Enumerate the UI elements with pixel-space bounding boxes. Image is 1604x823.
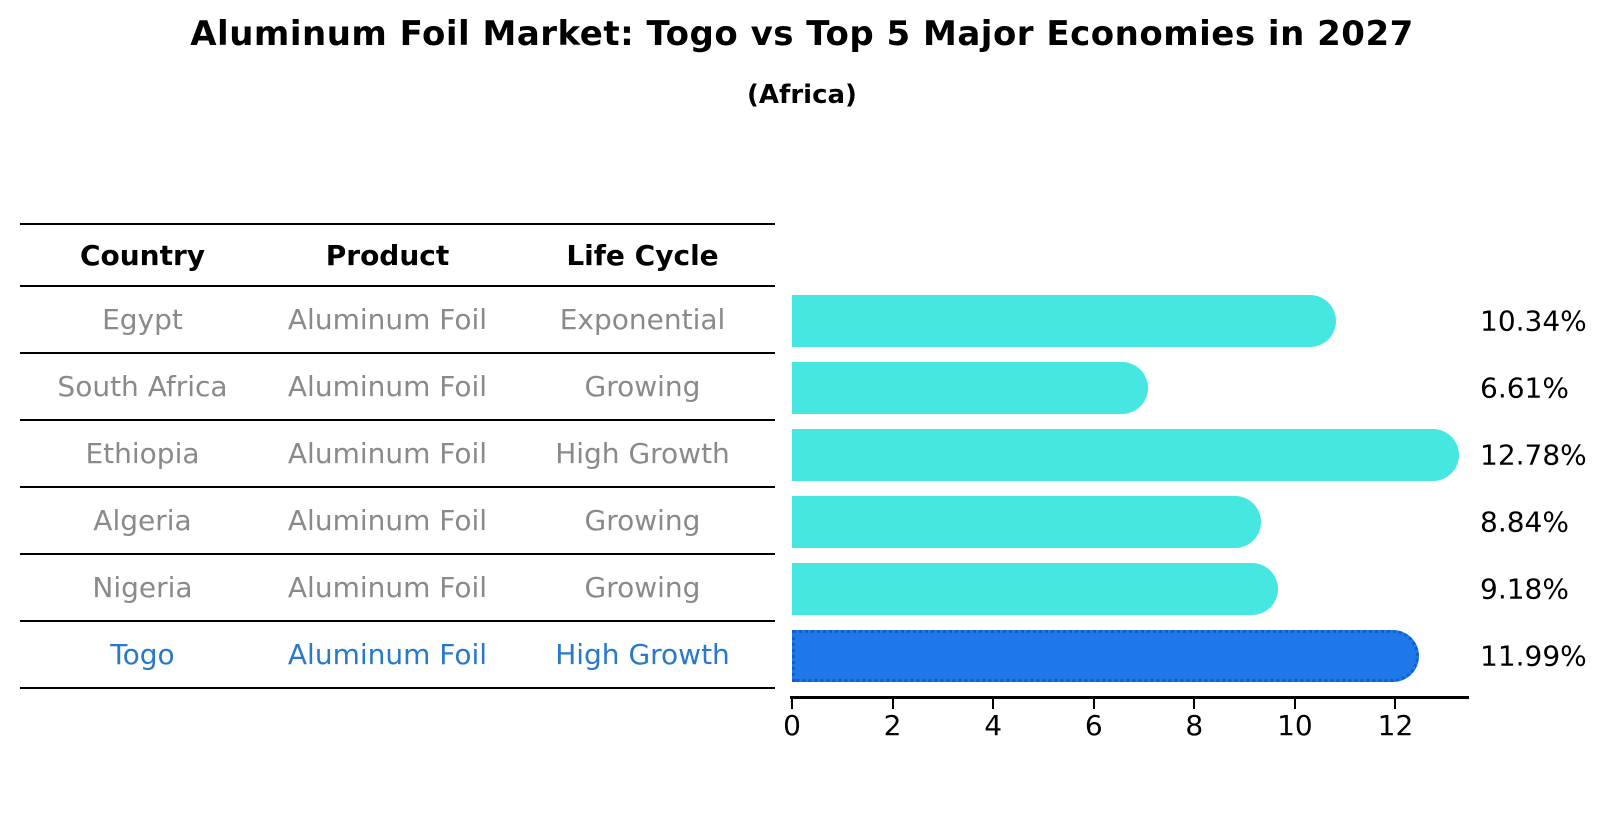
x-axis-tick-label: 4: [984, 709, 1003, 742]
value-label: 10.34%: [1480, 304, 1587, 337]
x-axis-tick: [1394, 699, 1397, 709]
country-cell: Egypt: [102, 303, 183, 336]
life-cycle-cell: Growing: [584, 504, 701, 537]
table-header-row: Country Product Life Cycle: [20, 223, 775, 287]
table-header-country: Country: [79, 238, 206, 272]
x-axis-tick-label: 6: [1084, 709, 1103, 742]
table-row: Ethiopia Aluminum Foil High Growth: [20, 421, 775, 488]
x-axis-tick: [1293, 699, 1296, 709]
value-label: 11.99%: [1480, 639, 1587, 672]
product-cell: Aluminum Foil: [287, 504, 488, 537]
x-axis-tick: [791, 699, 793, 709]
x-axis-tick-label: 0: [783, 709, 801, 742]
table-body: Egypt Aluminum Foil Exponential South Af…: [20, 287, 775, 689]
x-axis-tick: [1092, 699, 1095, 709]
table-row: Algeria Aluminum Foil Growing: [20, 488, 775, 555]
chart-title: Aluminum Foil Market: Togo vs Top 5 Majo…: [190, 14, 1414, 54]
value-label: 9.18%: [1480, 572, 1569, 605]
table-row: Togo Aluminum Foil High Growth: [20, 622, 775, 689]
table-row: Egypt Aluminum Foil Exponential: [20, 287, 775, 354]
x-axis-tick: [891, 699, 894, 709]
table-header-life-cycle: Life Cycle: [566, 238, 719, 272]
value-label: 12.78%: [1480, 438, 1587, 471]
x-axis-tick-label: 2: [883, 709, 902, 742]
product-cell: Aluminum Foil: [287, 370, 488, 403]
x-axis-tick-label: 10: [1277, 709, 1313, 742]
country-cell: Togo: [110, 638, 175, 671]
product-cell: Aluminum Foil: [287, 638, 488, 671]
life-cycle-cell: Growing: [584, 370, 701, 403]
value-label: 6.61%: [1480, 371, 1569, 404]
bar-south-africa: [792, 361, 1149, 414]
life-cycle-cell: High Growth: [555, 638, 730, 671]
life-cycle-cell: High Growth: [555, 437, 730, 470]
x-axis-tick: [1193, 699, 1196, 709]
x-axis-line: [790, 696, 1469, 699]
bar-nigeria: [792, 562, 1278, 615]
table-header-product: Product: [325, 238, 450, 272]
x-axis-tick-label: 12: [1377, 709, 1414, 742]
chart-subtitle: (Africa): [747, 80, 857, 110]
country-table: Country Product Life Cycle Egypt Aluminu…: [20, 223, 775, 689]
product-cell: Aluminum Foil: [287, 303, 488, 336]
country-cell: South Africa: [57, 370, 228, 403]
product-cell: Aluminum Foil: [287, 437, 488, 470]
country-cell: Algeria: [93, 504, 192, 537]
country-cell: Nigeria: [92, 571, 193, 604]
life-cycle-cell: Growing: [584, 571, 701, 604]
table-row: South Africa Aluminum Foil Growing: [20, 354, 775, 421]
country-cell: Ethiopia: [85, 437, 200, 470]
value-label: 8.84%: [1480, 505, 1569, 538]
bar-egypt: [792, 294, 1336, 347]
bar-ethiopia: [792, 428, 1459, 481]
bar-algeria: [792, 495, 1261, 548]
x-axis-tick: [992, 699, 995, 709]
life-cycle-cell: Exponential: [559, 303, 726, 336]
table-row: Nigeria Aluminum Foil Growing: [20, 555, 775, 622]
x-axis-tick-label: 8: [1185, 709, 1204, 742]
bar-togo: [792, 629, 1419, 682]
product-cell: Aluminum Foil: [287, 571, 488, 604]
